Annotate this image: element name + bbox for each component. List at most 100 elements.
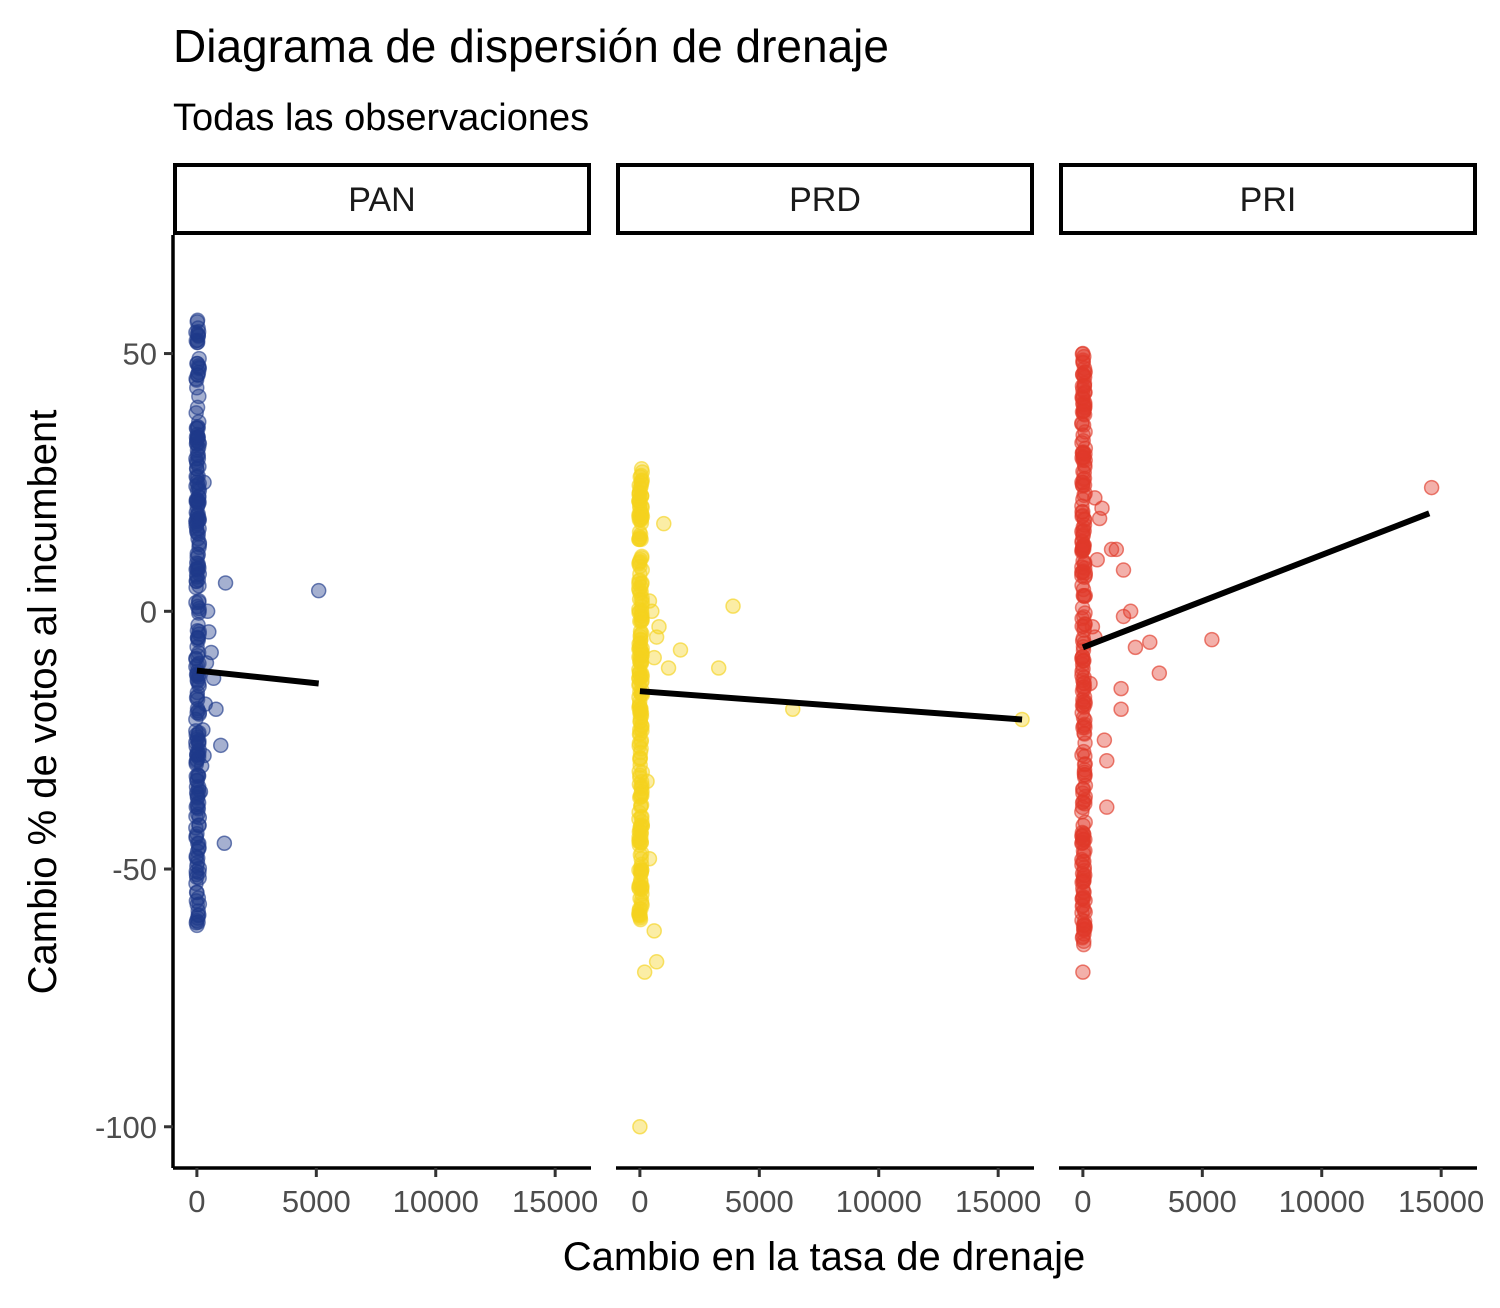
data-point: [1074, 404, 1091, 420]
data-point: [1077, 567, 1094, 584]
data-point: [1074, 498, 1090, 514]
facet-strip-label: PRD: [789, 181, 861, 219]
facet-pan: PAN 0 5000 10000 15000: [173, 163, 598, 1219]
data-point: [641, 850, 658, 867]
x-tick-label: 5000: [1168, 1184, 1237, 1219]
x-tick-label: 15000: [1398, 1184, 1484, 1219]
point-band: [188, 312, 208, 934]
data-point: [1074, 828, 1091, 845]
data-point: [192, 783, 209, 800]
data-point: [189, 399, 206, 416]
data-point: [632, 704, 649, 720]
data-point: [1074, 747, 1090, 763]
facet-pri: PRI 0 5000 10000 15000: [1059, 163, 1484, 1219]
data-point: [633, 674, 649, 691]
data-point: [1115, 608, 1132, 625]
data-point: [633, 613, 649, 629]
data-point: [648, 954, 665, 970]
data-point: [189, 858, 205, 874]
data-point: [660, 660, 677, 676]
x-tick-label: 10000: [836, 1184, 922, 1219]
data-point: [1076, 537, 1092, 553]
data-point: [1075, 964, 1091, 980]
data-point: [1077, 756, 1093, 772]
facet-strip: [173, 163, 591, 235]
data-point: [633, 892, 650, 908]
data-point: [188, 555, 205, 571]
data-point: [632, 631, 649, 648]
data-point: [191, 536, 208, 553]
data-point: [632, 648, 648, 665]
data-point: [1115, 562, 1132, 578]
data-point: [672, 642, 689, 658]
data-point: [636, 964, 653, 980]
facet-strip-label: PRI: [1240, 181, 1297, 219]
data-point: [1204, 631, 1220, 648]
data-point: [725, 598, 741, 614]
data-point: [189, 314, 206, 330]
data-point: [710, 660, 727, 676]
data-point: [1075, 366, 1091, 382]
data-point: [1075, 345, 1091, 362]
y-tick-label: 0: [140, 594, 157, 629]
data-point: [310, 582, 327, 599]
point-band: [631, 461, 651, 928]
data-point: [188, 405, 204, 421]
data-point: [1127, 639, 1144, 656]
data-point: [189, 455, 205, 472]
data-point: [1151, 665, 1168, 681]
x-axis-title: Cambio en la tasa de drenaje: [563, 1235, 1086, 1279]
x-tick-label: 0: [1074, 1184, 1091, 1219]
data-point: [1075, 427, 1091, 443]
data-point: [1076, 470, 1093, 487]
data-point: [197, 696, 213, 712]
data-point: [191, 809, 208, 826]
data-point: [1099, 799, 1115, 815]
data-point: [648, 629, 665, 645]
data-point: [1074, 415, 1090, 431]
data-point: [631, 905, 647, 922]
data-point: [190, 419, 206, 435]
data-point: [1076, 762, 1093, 778]
data-point: [191, 360, 208, 377]
data-point: [1074, 781, 1091, 797]
facets-layer: PAN 0 5000 10000 15000 PRD 0 5000 10000 15000 PRI 0…: [173, 163, 1484, 1219]
data-point: [633, 826, 649, 842]
data-point: [1089, 551, 1105, 568]
facet-strip-label: PAN: [348, 181, 415, 219]
trend-line: [196, 667, 320, 687]
data-point: [631, 722, 648, 738]
data-point: [189, 334, 206, 351]
data-point: [656, 515, 672, 532]
facet-strip: [1059, 163, 1477, 235]
x-tick-label: 0: [631, 1184, 648, 1219]
data-point: [216, 835, 233, 852]
data-point: [1091, 510, 1108, 527]
data-point: [1075, 354, 1091, 370]
data-point: [1075, 587, 1092, 604]
data-point: [190, 890, 207, 906]
data-point: [1074, 652, 1091, 669]
data-point: [1077, 554, 1093, 571]
data-point: [196, 474, 212, 491]
data-point: [631, 556, 647, 572]
data-point: [633, 734, 649, 750]
data-point: [191, 494, 207, 511]
x-tick-label: 10000: [393, 1184, 479, 1219]
data-point: [633, 531, 649, 548]
x-tick-label: 5000: [725, 1184, 794, 1219]
trend-line: [639, 688, 1023, 723]
data-point: [1113, 701, 1129, 717]
data-point: [1075, 433, 1091, 449]
facet-strip: [616, 163, 1034, 235]
data-point: [633, 881, 650, 898]
data-point: [188, 372, 205, 388]
data-point: [195, 722, 211, 738]
data-point: [1076, 378, 1093, 394]
data-point: [1075, 843, 1092, 859]
data-point: [639, 773, 655, 790]
chart-title: Diagrama de dispersión de drenaje: [173, 20, 889, 72]
data-point: [189, 796, 205, 813]
data-point: [189, 700, 206, 717]
